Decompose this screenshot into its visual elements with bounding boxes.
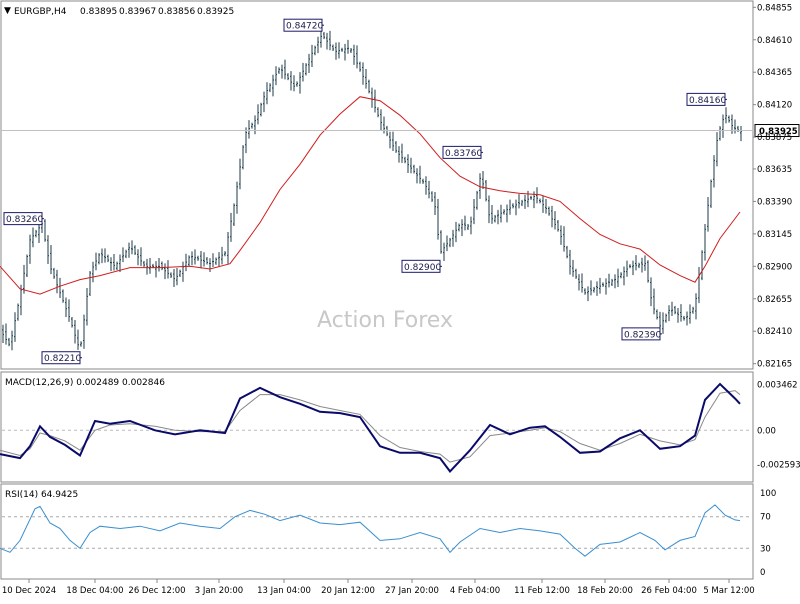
price-y-tick-label: 0.83635: [757, 165, 792, 175]
swing-annotation-label: 0.82390: [624, 330, 661, 340]
price-panel-frame: [0, 0, 754, 370]
x-tick-label: 4 Feb 04:00: [450, 586, 500, 596]
macd-line: [0, 382, 741, 473]
price-y-tick-label: 0.83875: [757, 133, 792, 143]
macd-header: MACD(12,26,9) 0.002489 0.002846: [5, 378, 165, 388]
price-y-tick-label: 0.82165: [757, 360, 792, 370]
price-y-tick-label: 0.84610: [757, 36, 792, 46]
price-header-value-1: 0.83967: [119, 7, 156, 17]
moving-average-line: [0, 96, 741, 295]
swing-annotation-label: 0.82900: [404, 263, 441, 273]
x-tick-label: 13 Jan 04:00: [257, 586, 311, 596]
macd-signal-line: [0, 390, 741, 463]
swing-annotation-label: 0.82210: [44, 354, 81, 364]
x-tick-label: 18 Dec 04:00: [66, 586, 123, 596]
axis-layer: 0.84855 0.84610 0.84365 0.84120 0.83875 0.836…: [2, 3, 792, 596]
x-tick-label: 20 Jan 12:00: [321, 586, 375, 596]
x-tick-label: 18 Feb 20:00: [577, 586, 633, 596]
swing-annotation: 0.82900: [401, 259, 442, 273]
swing-annotation-label: 0.83760: [445, 149, 482, 159]
rsi-y-tick-label: 0: [760, 568, 765, 578]
macd-panel-frame: [0, 371, 754, 483]
x-tick-label: 26 Dec 12:00: [128, 586, 185, 596]
x-tick-label: 3 Jan 20:00: [195, 586, 243, 596]
rsi-y-tick-label: 100: [760, 489, 776, 499]
x-tick-label: 5 Mar 12:00: [703, 586, 754, 596]
last-price-marker-label: 0.83925: [759, 127, 798, 137]
price-y-tick-label: 0.82655: [757, 295, 792, 305]
swing-annotation-label: 0.83260: [6, 215, 43, 225]
price-y-tick-label: 0.83390: [757, 197, 792, 207]
price-y-tick-label: 0.84120: [757, 101, 792, 111]
rsi-panel-frame: [0, 483, 754, 580]
watermark: Action Forex: [317, 308, 453, 333]
price-header-value-3: 0.83925: [197, 7, 234, 17]
swing-annotation: 0.83760: [442, 145, 483, 159]
swing-annotation: 0.84160: [686, 92, 727, 106]
price-header-symbol-icon: ▼: [4, 6, 11, 16]
x-tick-label: 26 Feb 04:00: [641, 586, 697, 596]
x-tick-label: 11 Feb 12:00: [514, 586, 570, 596]
last-price-marker-box: [754, 124, 800, 138]
rsi-y-tick-label: 30: [760, 544, 771, 554]
price-y-tick-label: 0.82410: [757, 327, 792, 337]
price-y-tick-label: 0.83145: [757, 230, 792, 240]
price-y-tick-label: 0.82900: [757, 262, 792, 272]
x-tick-label: 10 Dec 2024: [2, 586, 56, 596]
macd-y-tick-label: 0.003462: [757, 380, 798, 390]
rsi-header: RSI(14) 64.9425: [5, 490, 78, 500]
swing-annotation: 0.84720: [283, 18, 324, 32]
macd-y-tick-label: -0.002593: [757, 461, 800, 471]
rsi-line: [0, 504, 741, 557]
macd-layer: 0.003462 0.00 -0.002593: [0, 380, 800, 473]
swing-annotation-label: 0.84720: [286, 22, 323, 32]
macd-y-tick-label: 0.00: [757, 426, 776, 436]
price-y-tick-label: 0.84855: [757, 3, 792, 13]
price-header-symbol: EURGBP,H4: [14, 7, 67, 17]
swing-annotation-label: 0.84160: [689, 96, 726, 106]
swing-annotation: 0.83260: [3, 212, 44, 226]
price-y-tick-label: 0.84365: [757, 68, 792, 78]
price-header-value-0: 0.83895: [80, 7, 117, 17]
price-header-value-2: 0.83856: [158, 7, 195, 17]
swing-annotation: 0.82390: [621, 327, 662, 341]
rsi-layer: 100 70 30 0: [0, 489, 776, 578]
swing-annotation: 0.82210: [41, 351, 82, 365]
price-layer: 0.83925 0.84720 0.83260 0.82210 0.83760 0.829…: [0, 18, 800, 365]
rsi-y-tick-label: 70: [760, 513, 771, 523]
x-tick-label: 27 Jan 20:00: [385, 586, 439, 596]
